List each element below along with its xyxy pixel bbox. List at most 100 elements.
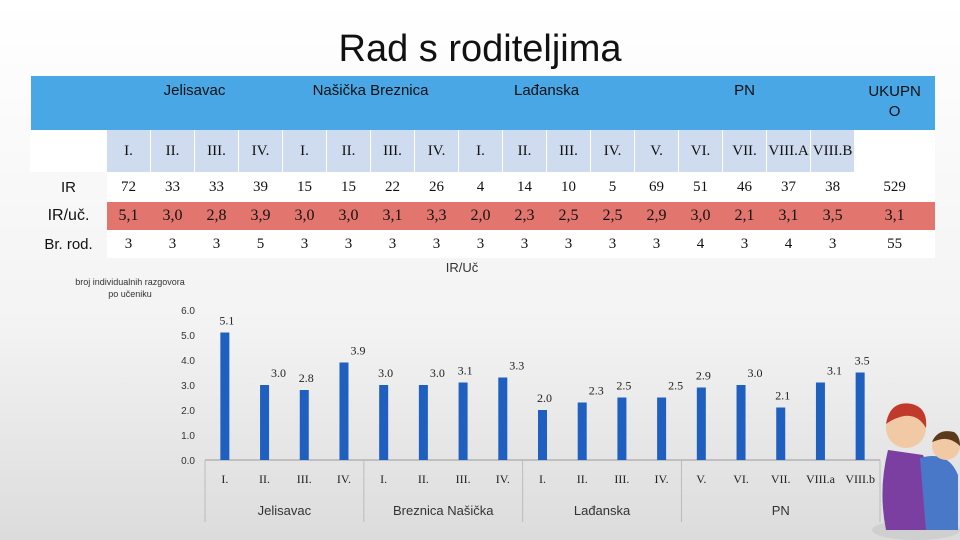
table-cell: 3,9 xyxy=(238,202,283,230)
table-cell: 38 xyxy=(810,172,855,202)
bar xyxy=(538,410,547,460)
table-cell: 69 xyxy=(634,172,679,202)
table-cell: 3 xyxy=(810,230,855,258)
bar xyxy=(657,397,667,460)
table-cell: 39 xyxy=(238,172,283,202)
grades-row: I. II. III. IV. I. II. III. IV. I. II. III. IV. V. VI… xyxy=(30,130,935,172)
table-cell: 3,1 xyxy=(854,202,935,230)
bar-value-label: 2.3 xyxy=(589,384,604,398)
grade-header-cell: VIII.B xyxy=(810,130,855,172)
x-tick-label: VIII.b xyxy=(845,472,875,486)
grade-header-cell: IV. xyxy=(237,130,283,172)
chart-title: IR/Uč xyxy=(446,260,479,275)
grade-header-cell: IV. xyxy=(414,130,459,172)
table-cell: 10 xyxy=(546,172,591,202)
x-tick-label: III. xyxy=(614,472,629,486)
table-cell: 3 xyxy=(590,230,635,258)
bar-value-label: 3.0 xyxy=(378,366,393,380)
table-cell: 55 xyxy=(854,230,935,258)
y-tick-label: 3.0 xyxy=(181,381,195,392)
table-cell: 2,5 xyxy=(590,202,635,230)
group-header-breznica: Našička Breznica xyxy=(282,76,459,130)
x-tick-label: IV. xyxy=(655,472,669,486)
grade-header-cell: III. xyxy=(194,130,239,172)
bar xyxy=(855,372,865,460)
x-tick-label: V. xyxy=(696,472,706,486)
bar xyxy=(379,385,389,460)
table-cell: 3 xyxy=(282,230,327,258)
bar-value-label: 2.8 xyxy=(299,371,314,385)
table-cell: 2,3 xyxy=(502,202,547,230)
x-tick-label: II. xyxy=(418,472,429,486)
group-header-ladanska: Lađanska xyxy=(458,76,635,130)
y-tick-label: 1.0 xyxy=(181,431,195,442)
table-row-br-rod: Br. rod. 3 3 3 5 3 3 3 3 3 3 3 3 3 4 3 4 3 55 xyxy=(31,230,935,258)
row-label: Br. rod. xyxy=(44,235,93,253)
x-tick-label: I. xyxy=(380,472,387,486)
x-tick-label: III. xyxy=(456,472,471,486)
table-cell: 3 xyxy=(414,230,459,258)
table-row-ir-uc: IR/uč. 5,1 3,0 2,8 3,9 3,0 3,0 3,1 3,3 2,0 2,3 2,5 2… xyxy=(31,202,935,230)
row-label: IR xyxy=(61,178,76,196)
table-cell: 3,1 xyxy=(766,202,811,230)
table-cell: 3 xyxy=(106,230,151,258)
bar-value-label: 2.0 xyxy=(537,391,552,405)
table-cell: 2,1 xyxy=(722,202,767,230)
group-header-row: Jelisavac Našička Breznica Lađanska PN U… xyxy=(30,76,935,130)
bar-chart: IR/Uč broj individualnih razgovora po učen… xyxy=(75,260,881,522)
bar xyxy=(260,385,270,460)
table-cell: 22 xyxy=(370,172,415,202)
y-tick-label: 2.0 xyxy=(181,406,195,417)
table-cell: 3,0 xyxy=(150,202,195,230)
table-cell: 3 xyxy=(722,230,767,258)
grade-header-cell: I. xyxy=(458,130,503,172)
table-cell: 72 xyxy=(106,172,151,202)
table-cell: 3,0 xyxy=(326,202,371,230)
table-cell: 3,1 xyxy=(370,202,415,230)
x-tick-label: I. xyxy=(539,472,546,486)
group-header-pn: PN xyxy=(634,76,855,130)
page-title: Rad s roditeljima xyxy=(338,28,622,70)
grade-header-cell: VI. xyxy=(678,130,723,172)
table-cell: 3 xyxy=(150,230,195,258)
bar-value-label: 3.0 xyxy=(271,366,286,380)
grade-header-cell: VII. xyxy=(722,130,767,172)
bar-value-label: 3.1 xyxy=(458,364,473,378)
table-cell: 3 xyxy=(502,230,547,258)
bar-value-label: 3.0 xyxy=(430,366,445,380)
x-tick-label: I. xyxy=(221,472,228,486)
bar xyxy=(498,377,508,460)
group-label: Breznica Našička xyxy=(393,503,494,518)
grade-header-cell: II. xyxy=(502,130,547,172)
y-tick-label: 5.0 xyxy=(181,331,195,342)
group-label: Lađanska xyxy=(574,503,631,518)
grade-header-cell: I. xyxy=(106,130,151,172)
table-cell: 5 xyxy=(238,230,283,258)
parents-clipart-icon xyxy=(872,403,960,540)
y-tick-label: 4.0 xyxy=(181,356,195,367)
bar-value-label: 3.5 xyxy=(855,354,870,368)
grade-header-cell: III. xyxy=(546,130,591,172)
table-cell: 3 xyxy=(634,230,679,258)
group-label: PN xyxy=(772,503,790,518)
bar-value-label: 3.9 xyxy=(350,344,365,358)
table-cell: 4 xyxy=(678,230,723,258)
bar-value-label: 2.5 xyxy=(668,379,683,393)
grade-header-cell: VIII.A xyxy=(766,130,811,172)
x-tick-label: III. xyxy=(297,472,312,486)
table-cell: 26 xyxy=(414,172,459,202)
x-tick-label: VI. xyxy=(733,472,749,486)
group-label: Jelisavac xyxy=(258,503,312,518)
x-tick-label: II. xyxy=(259,472,270,486)
bar xyxy=(339,362,349,460)
x-tick-label: II. xyxy=(577,472,588,486)
bar xyxy=(220,332,230,460)
table-cell: 14 xyxy=(502,172,547,202)
bar-value-label: 2.1 xyxy=(775,389,790,403)
bar-value-label: 2.9 xyxy=(696,369,711,383)
bar xyxy=(815,382,825,460)
table-cell: 529 xyxy=(854,172,935,202)
grade-header-cell: I. xyxy=(282,130,327,172)
table-cell: 3 xyxy=(458,230,503,258)
table-cell: 5 xyxy=(590,172,635,202)
